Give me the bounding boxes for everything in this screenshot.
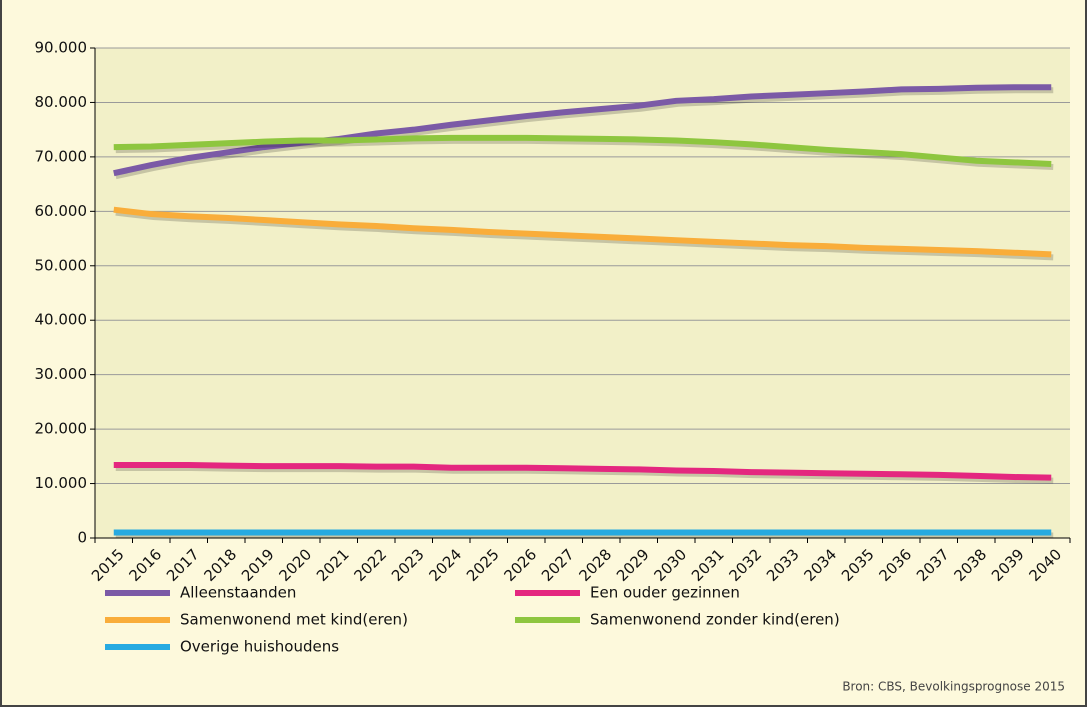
series-line bbox=[113, 462, 1052, 481]
y-tick-label: 70.000 bbox=[35, 147, 88, 165]
series-line bbox=[113, 84, 1052, 177]
legend-label: Samenwonend zonder kind(eren) bbox=[590, 611, 840, 629]
y-tick-label: 80.000 bbox=[35, 93, 88, 111]
legend-label: Samenwonend met kind(eren) bbox=[180, 611, 408, 629]
series-line bbox=[113, 206, 1052, 258]
y-tick-label: 60.000 bbox=[35, 202, 88, 220]
legend-label: Een ouder gezinnen bbox=[590, 584, 740, 602]
y-tick-label: 0 bbox=[77, 529, 87, 547]
y-tick-label: 40.000 bbox=[35, 311, 88, 329]
y-tick-label: 20.000 bbox=[35, 420, 88, 438]
source-note: Bron: CBS, Bevolkingsprognose 2015 bbox=[842, 680, 1065, 694]
y-tick-label: 50.000 bbox=[35, 256, 88, 274]
y-tick-label: 30.000 bbox=[35, 365, 88, 383]
legend-label: Alleenstaanden bbox=[180, 584, 296, 602]
legend-label: Overige huishoudens bbox=[180, 638, 339, 656]
y-tick-label: 90.000 bbox=[35, 39, 88, 57]
line-shadow bbox=[115, 87, 1054, 180]
y-tick-label: 10.000 bbox=[35, 474, 88, 492]
series-line bbox=[113, 134, 1052, 167]
plot-area bbox=[95, 48, 1070, 538]
